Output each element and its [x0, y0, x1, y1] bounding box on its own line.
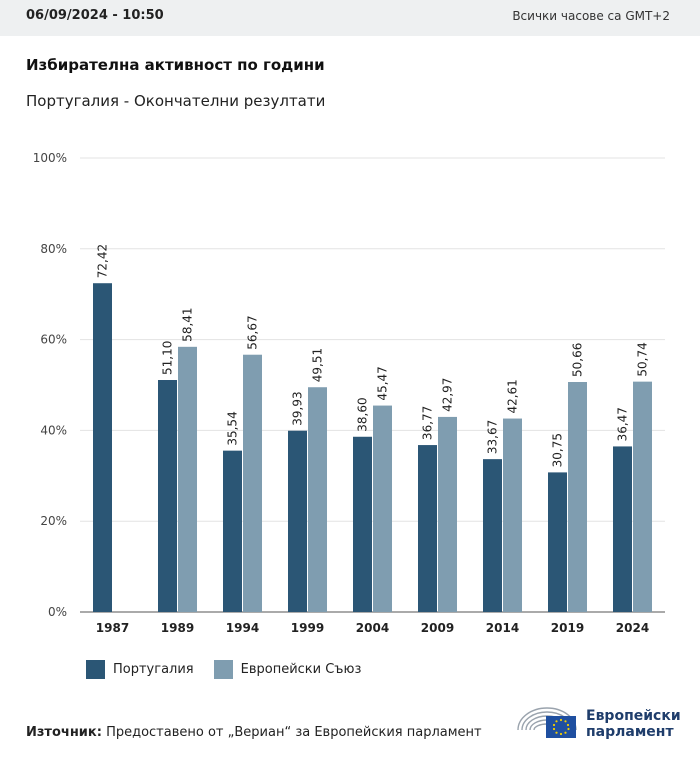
y-tick-label: 0% [48, 605, 67, 619]
data-label-eu: 58,41 [181, 307, 195, 341]
bar-portugal [288, 430, 307, 612]
data-label-portugal: 72,42 [96, 244, 110, 278]
parliament-hemicycle-icon [517, 707, 577, 738]
legend-swatch-portugal [86, 660, 105, 679]
data-label-portugal: 38,60 [356, 397, 370, 431]
data-label-portugal: 33,67 [486, 420, 500, 454]
data-label-eu: 50,66 [571, 343, 585, 377]
turnout-bar-chart: 0% 20% 40% 60% 80% 100% 72,42 1987 51,10 58,41 198… [33, 151, 665, 635]
bar-portugal [613, 446, 632, 612]
bar-portugal [93, 283, 112, 612]
bar-portugal [158, 380, 177, 612]
bar-eu [178, 346, 197, 612]
top-bar: 06/09/2024 - 10:50 Всички часове са GMT+… [0, 0, 700, 36]
legend-label-portugal: Португалия [113, 662, 194, 677]
data-label-portugal: 51,10 [161, 341, 175, 375]
data-label-portugal: 39,93 [291, 391, 305, 425]
x-tick-label: 1999 [291, 621, 324, 635]
data-label-portugal: 36,77 [421, 406, 435, 440]
source-note: Източник: Предоставено от „Вериан“ за Ев… [26, 725, 482, 740]
bar-portugal [223, 450, 242, 612]
bar-eu [308, 387, 327, 612]
data-label-eu: 42,97 [441, 378, 455, 412]
x-tick-label: 1994 [226, 621, 259, 635]
timezone-note: Всички часове са GMT+2 [512, 9, 670, 23]
data-label-portugal: 35,54 [226, 411, 240, 445]
logo-line-2: парламент [586, 724, 674, 740]
bar-eu [243, 354, 262, 612]
y-tick-label: 40% [40, 423, 67, 437]
y-tick-label: 80% [40, 242, 67, 256]
bar-eu [633, 381, 652, 612]
data-label-eu: 50,74 [636, 342, 650, 376]
bar-eu [438, 416, 457, 612]
y-tick-label: 60% [40, 333, 67, 347]
data-label-eu: 49,51 [311, 348, 325, 382]
legend-label-eu: Европейски Съюз [240, 662, 362, 677]
legend-swatch-eu [213, 660, 233, 679]
data-label-portugal: 36,47 [616, 407, 630, 441]
source-label: Източник: [26, 725, 102, 740]
bar-portugal [418, 445, 437, 612]
chart-title: Избирателна активност по години [26, 56, 325, 74]
data-label-eu: 45,47 [376, 366, 390, 400]
source-text: Предоставено от „Вериан“ за Европейския … [101, 725, 482, 740]
x-tick-label: 1987 [96, 621, 129, 635]
bar-eu [568, 382, 587, 612]
bar-portugal [353, 436, 372, 612]
x-tick-label: 2004 [356, 621, 389, 635]
bar-portugal [483, 459, 502, 612]
x-tick-label: 2024 [616, 621, 649, 635]
bar-eu [373, 405, 392, 612]
datetime: 06/09/2024 - 10:50 [26, 8, 164, 23]
chart-subtitle: Португалия - Окончателни резултати [26, 92, 326, 110]
ep-logo: Европейски парламент [514, 700, 684, 744]
x-tick-label: 2019 [551, 621, 584, 635]
bar-eu [503, 418, 522, 612]
legend-item-eu: Европейски Съюз [213, 660, 362, 679]
logo-line-1: Европейски [586, 708, 681, 724]
data-label-eu: 56,67 [246, 315, 260, 349]
y-tick-label: 20% [40, 514, 67, 528]
x-tick-label: 2014 [486, 621, 519, 635]
y-tick-label: 100% [33, 151, 67, 165]
bar-portugal [548, 472, 567, 612]
data-label-portugal: 30,75 [551, 433, 565, 467]
legend: Португалия Европейски Съюз [86, 660, 381, 679]
x-tick-label: 1989 [161, 621, 194, 635]
legend-item-portugal: Португалия [86, 660, 194, 679]
data-label-eu: 42,61 [506, 379, 520, 413]
x-tick-label: 2009 [421, 621, 454, 635]
logo-text: Европейски парламент [586, 708, 681, 740]
